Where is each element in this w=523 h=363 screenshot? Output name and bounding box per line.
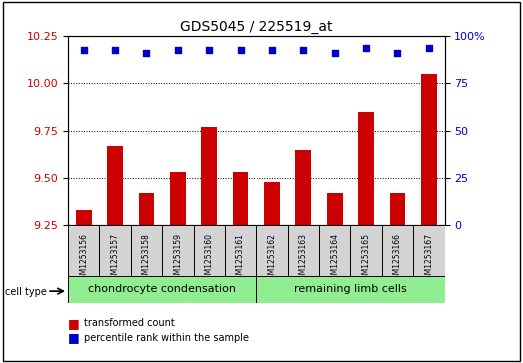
Bar	[233, 172, 248, 225]
Text: transformed count: transformed count	[84, 318, 175, 328]
Bar	[295, 150, 311, 225]
Bar	[107, 146, 123, 225]
Point	[362, 45, 370, 50]
Point	[111, 46, 119, 52]
Bar	[76, 210, 92, 225]
Text: remaining limb cells: remaining limb cells	[294, 285, 407, 294]
FancyBboxPatch shape	[288, 225, 319, 278]
Bar	[139, 193, 154, 225]
FancyBboxPatch shape	[225, 225, 256, 278]
Text: GSM1253159: GSM1253159	[173, 233, 183, 284]
FancyBboxPatch shape	[350, 225, 382, 278]
FancyBboxPatch shape	[162, 225, 194, 278]
Point	[174, 46, 182, 52]
Text: GSM1253165: GSM1253165	[361, 233, 371, 284]
Point	[205, 46, 213, 52]
FancyBboxPatch shape	[413, 225, 445, 278]
Text: GSM1253166: GSM1253166	[393, 233, 402, 284]
Point	[236, 46, 245, 52]
Point	[393, 50, 402, 56]
FancyBboxPatch shape	[382, 225, 413, 278]
Text: GSM1253160: GSM1253160	[204, 233, 214, 284]
Bar	[264, 182, 280, 225]
Bar	[327, 193, 343, 225]
Point	[299, 46, 308, 52]
FancyBboxPatch shape	[319, 225, 350, 278]
Text: GSM1253163: GSM1253163	[299, 233, 308, 284]
FancyBboxPatch shape	[99, 225, 131, 278]
Title: GDS5045 / 225519_at: GDS5045 / 225519_at	[180, 20, 333, 34]
Point	[142, 50, 151, 56]
Text: GSM1253157: GSM1253157	[110, 233, 120, 284]
Text: cell type: cell type	[5, 287, 47, 297]
Text: ■: ■	[68, 317, 79, 330]
Text: GSM1253156: GSM1253156	[79, 233, 88, 284]
FancyBboxPatch shape	[68, 225, 99, 278]
Text: ■: ■	[68, 331, 79, 344]
Point	[331, 50, 339, 56]
Text: GSM1253162: GSM1253162	[267, 233, 277, 284]
Text: GSM1253164: GSM1253164	[330, 233, 339, 284]
Text: chondrocyte condensation: chondrocyte condensation	[88, 285, 236, 294]
FancyBboxPatch shape	[256, 225, 288, 278]
Text: percentile rank within the sample: percentile rank within the sample	[84, 333, 248, 343]
Bar	[170, 172, 186, 225]
Point	[79, 46, 88, 52]
FancyBboxPatch shape	[68, 276, 256, 303]
Bar	[390, 193, 405, 225]
FancyBboxPatch shape	[131, 225, 162, 278]
Bar	[201, 127, 217, 225]
Point	[268, 46, 276, 52]
Bar	[358, 112, 374, 225]
Point	[425, 45, 433, 50]
Bar	[421, 74, 437, 225]
Text: GSM1253167: GSM1253167	[424, 233, 434, 284]
FancyBboxPatch shape	[194, 225, 225, 278]
FancyBboxPatch shape	[256, 276, 445, 303]
Text: GSM1253161: GSM1253161	[236, 233, 245, 284]
Text: GSM1253158: GSM1253158	[142, 233, 151, 284]
